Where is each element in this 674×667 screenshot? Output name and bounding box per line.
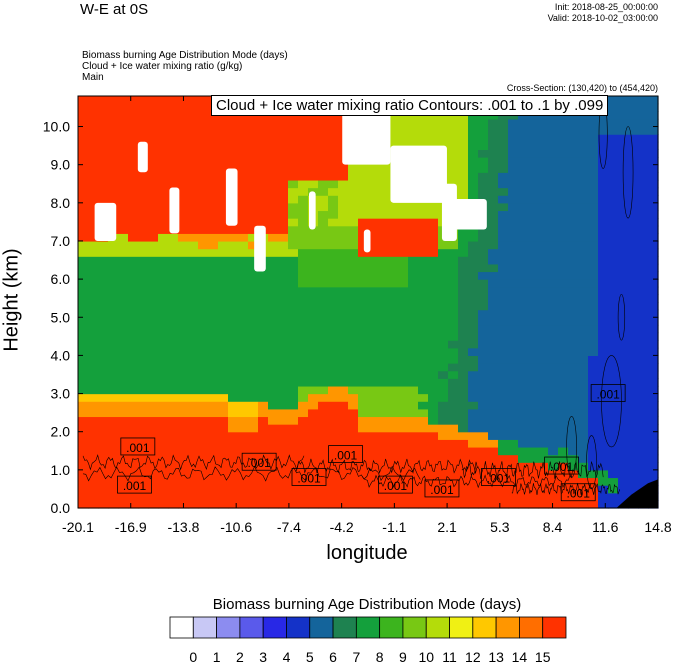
y-tick-label: 0.0 <box>51 500 71 516</box>
x-tick-label: -16.9 <box>115 519 147 535</box>
x-tick-label: 2.1 <box>437 519 457 535</box>
colorbar-tick-label: 10 <box>418 649 434 665</box>
x-tick-label: -20.1 <box>62 519 94 535</box>
colorbar-swatch <box>192 616 217 639</box>
colorbar-swatch <box>402 616 427 639</box>
colorbar-swatch <box>262 616 287 639</box>
colorbar-swatch <box>519 616 544 639</box>
colorbar-swatch <box>542 616 567 639</box>
contour-label: .001 <box>123 479 147 493</box>
colorbar-tick-label: 12 <box>465 649 481 665</box>
contour-label: .001 <box>487 471 511 485</box>
contour-label: .001 <box>430 483 454 497</box>
colorbar-tick-label: 14 <box>512 649 528 665</box>
x-tick-label: -1.1 <box>382 519 406 535</box>
colorbar-swatch <box>379 616 404 639</box>
y-tick-label: 6.0 <box>51 271 71 287</box>
colorbar-tick-label: 11 <box>442 649 457 665</box>
cross-section-label: Cross-Section: (130,420) to (454,420) <box>506 83 658 93</box>
y-tick-label: 5.0 <box>51 309 71 325</box>
x-tick-label: -10.6 <box>220 519 252 535</box>
colorbar-swatch <box>425 616 450 639</box>
y-tick-label: 10.0 <box>43 119 70 135</box>
colorbar-swatch <box>449 616 474 639</box>
contour-label: .001 <box>247 456 271 470</box>
x-axis-label: longitude <box>326 542 408 564</box>
colorbar-swatch <box>495 616 520 639</box>
colorbar-swatch <box>286 616 311 639</box>
colorbar-swatch <box>309 616 334 639</box>
contour-label: .001 <box>550 460 574 474</box>
y-tick-label: 9.0 <box>51 157 71 173</box>
x-axis-ticks: -20.1 -16.9 -13.8 -10.6 -7.4 -4.2 -1.1 2.1 5.3 8.… <box>62 96 672 535</box>
colorbar-swatch <box>472 616 497 639</box>
colorbar-title: Biomass burning Age Distribution Mode (d… <box>212 596 522 613</box>
contour-label: .001 <box>384 479 408 493</box>
x-tick-label: -13.8 <box>167 519 199 535</box>
contour-label: .001 <box>297 471 321 485</box>
y-tick-label: 7.0 <box>51 233 71 249</box>
colorbar-tick-label: 13 <box>488 649 504 665</box>
y-tick-label: 4.0 <box>51 347 71 363</box>
contour-lines-layer <box>82 99 634 496</box>
y-axis-label: Height (km) <box>0 248 23 352</box>
contour-label: .001 <box>567 487 591 501</box>
colorbar-tick-label: 3 <box>259 649 267 665</box>
x-tick-label: 14.8 <box>644 519 671 535</box>
colorbar-tick-label: 0 <box>189 649 197 665</box>
contour-label: .001 <box>334 449 358 463</box>
field-label-age: Biomass burning Age Distribution Mode (d… <box>82 50 288 61</box>
figure-title: W-E at 0S <box>80 1 149 18</box>
y-tick-label: 2.0 <box>51 424 71 440</box>
y-tick-label: 1.0 <box>51 462 71 478</box>
colorbar-swatch <box>332 616 357 639</box>
colorbar-tick-label: 8 <box>376 649 384 665</box>
colorbar-tick-label: 2 <box>236 649 244 665</box>
colorbar-tick-label: 6 <box>329 649 337 665</box>
x-tick-label: 8.4 <box>543 519 563 535</box>
colorbar-swatch <box>239 616 264 639</box>
terrain-layer <box>616 479 658 508</box>
x-tick-label: 11.6 <box>592 519 618 535</box>
x-tick-label: -7.4 <box>277 519 301 535</box>
contour-label: .001 <box>126 441 150 455</box>
y-tick-label: 8.0 <box>51 195 71 211</box>
colorbar-swatch <box>216 616 241 639</box>
field-label-cloud: Cloud + Ice water mixing ratio (g/kg) <box>82 61 243 72</box>
colorbar-tick-label: 4 <box>283 649 291 665</box>
x-tick-label: 5.3 <box>490 519 510 535</box>
colorbar-tick-label: 7 <box>352 649 360 665</box>
colorbar-tick-label: 5 <box>306 649 314 665</box>
field-label-main: Main <box>82 72 104 83</box>
colorbar-tick-label: 1 <box>213 649 221 665</box>
colorbar: 0 1 2 3 4 5 6 7 8 9 10 11 12 13 14 15 <box>169 616 567 665</box>
init-time: Init: 2018-08-25_00:00:00 <box>554 2 658 12</box>
valid-time: Valid: 2018-10-02_03:00:00 <box>547 13 658 23</box>
colorbar-tick-label: 15 <box>535 649 551 665</box>
y-axis-ticks: 0.0 1.0 2.0 3.0 4.0 5.0 6.0 7.0 8.0 9.0 10.0 <box>43 119 658 516</box>
contour-label: .001 <box>596 388 620 402</box>
colorbar-tick-label: 9 <box>399 649 407 665</box>
contour-labels: .001 .001 .001 .001 .001 .001 .001 .001 .001 .001… <box>117 384 626 502</box>
y-tick-label: 3.0 <box>51 386 71 402</box>
missing-data-layer <box>94 96 487 272</box>
contour-info-box: Cloud + Ice water mixing ratio Contours:… <box>211 95 609 116</box>
x-tick-label: -4.2 <box>330 519 354 535</box>
colorbar-swatch <box>169 616 194 639</box>
colorbar-swatch <box>355 616 381 639</box>
